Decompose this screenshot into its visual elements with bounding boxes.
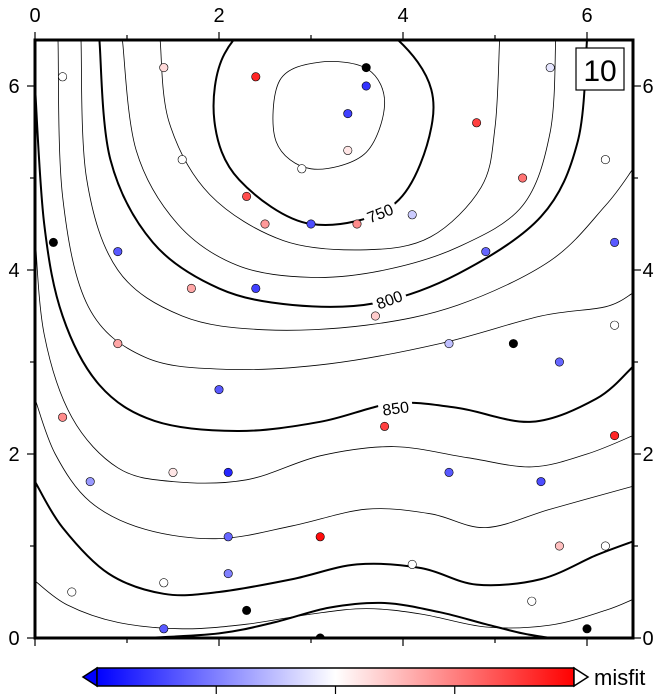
data-point-9	[297, 164, 307, 174]
colorbar-low-triangle	[81, 666, 98, 688]
data-point-21	[610, 237, 620, 247]
contour-2	[159, 40, 500, 251]
y-tick-label-left: 0	[8, 628, 19, 650]
colorbar-ramp	[96, 667, 575, 687]
plot-area	[35, 40, 633, 638]
panel-tag: 10	[583, 55, 616, 88]
data-point-42	[600, 541, 610, 551]
data-point-49	[159, 624, 169, 634]
data-point-16	[352, 219, 362, 229]
data-point-14	[260, 219, 270, 229]
data-point-51	[582, 624, 592, 634]
data-points	[48, 63, 620, 638]
data-point-46	[159, 578, 169, 588]
data-point-4	[361, 81, 371, 91]
data-point-13	[242, 191, 252, 201]
data-point-35	[168, 467, 178, 477]
data-point-22	[186, 283, 196, 293]
data-point-24	[370, 311, 380, 321]
data-point-15	[306, 219, 316, 229]
data-point-5	[343, 109, 353, 119]
x-tick-label: 4	[397, 5, 408, 27]
data-point-37	[444, 467, 454, 477]
data-point-25	[610, 320, 620, 330]
y-tick-label-right: 6	[642, 76, 653, 98]
contour-11	[35, 580, 633, 630]
contour-annotated-4	[98, 40, 588, 308]
data-point-23	[251, 283, 261, 293]
data-point-32	[380, 421, 390, 431]
data-point-31	[58, 412, 68, 422]
data-point-26	[113, 339, 123, 349]
contour-label-text: 850	[381, 399, 410, 420]
data-point-2	[251, 72, 261, 82]
data-point-17	[407, 210, 417, 220]
x-tick-label: 2	[213, 5, 224, 27]
panel-tag-box: 10	[575, 47, 625, 91]
y-tick-label-right: 2	[642, 444, 653, 466]
contour-label-850: 850	[377, 395, 414, 420]
contour-lines	[35, 40, 633, 638]
y-tick-label-left: 6	[8, 76, 19, 98]
data-point-47	[242, 605, 252, 615]
map-border	[33, 38, 635, 640]
y-tick-label-right: 0	[642, 628, 653, 650]
data-point-39	[223, 532, 233, 542]
contour-annotated-1	[212, 40, 435, 226]
data-point-28	[508, 339, 518, 349]
y-tick-label-left: 4	[8, 260, 19, 282]
data-point-38	[536, 477, 546, 487]
data-point-40	[315, 532, 325, 542]
data-point-12	[518, 173, 528, 183]
axes: 0 2 4 6 0 0 2 2 4 4 6 6	[8, 5, 653, 650]
data-point-30	[214, 385, 224, 395]
contour-annotated-12	[145, 601, 551, 638]
data-point-44	[407, 559, 417, 569]
contour-9	[35, 398, 633, 540]
data-point-6	[472, 118, 482, 128]
data-point-0	[58, 72, 68, 82]
colorbar-high-triangle	[573, 666, 590, 688]
contour-annotated-10	[35, 481, 633, 597]
data-point-1	[159, 63, 169, 73]
colorbar-label: misfit	[594, 665, 645, 690]
data-point-3	[361, 63, 371, 73]
data-point-18	[48, 237, 58, 247]
contour-label-knockout	[360, 197, 400, 228]
data-point-34	[85, 477, 95, 487]
data-point-29	[554, 357, 564, 367]
data-point-45	[67, 587, 77, 597]
y-tick-label-left: 2	[8, 444, 19, 466]
data-point-20	[481, 247, 491, 257]
colorbar-ticks	[215, 686, 456, 694]
data-point-19	[113, 247, 123, 257]
contour-label-knockout	[377, 395, 414, 420]
x-tick-label: 6	[581, 5, 592, 27]
data-point-43	[223, 569, 233, 579]
contour-annotated-7	[35, 85, 633, 433]
data-point-48	[527, 596, 537, 606]
data-point-41	[554, 541, 564, 551]
contour-label-knockout	[369, 284, 409, 314]
data-point-11	[600, 155, 610, 165]
data-point-27	[444, 339, 454, 349]
map-frame	[35, 40, 633, 638]
x-tick-label: 0	[29, 5, 40, 27]
data-point-36	[223, 467, 233, 477]
data-point-33	[610, 431, 620, 441]
contour-6	[57, 40, 633, 371]
contour-3	[122, 40, 557, 278]
data-point-8	[177, 155, 187, 165]
y-tick-label-right: 4	[642, 260, 653, 282]
contour-5	[80, 40, 633, 331]
colorbar: misfit	[81, 665, 645, 694]
data-point-10	[343, 145, 353, 155]
data-point-7	[545, 63, 555, 73]
contour-8	[35, 233, 633, 484]
